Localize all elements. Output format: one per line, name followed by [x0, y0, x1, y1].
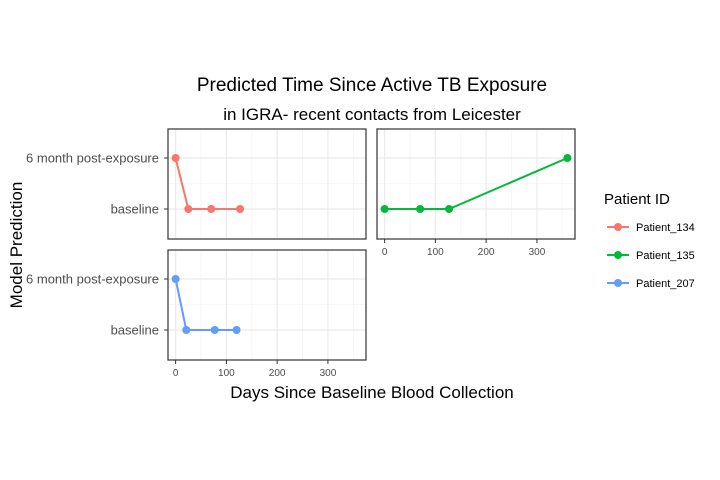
data-point-Patient_135 [445, 205, 454, 213]
panel-border [376, 128, 576, 240]
legend-key-point [614, 279, 622, 287]
legend-title: Patient ID [604, 191, 670, 208]
x-axis-title: Days Since Baseline Blood Collection [230, 383, 514, 402]
y-tick-label: 6 month post-exposure [26, 272, 159, 287]
facet-panel-Patient_134: 6 month post-exposure baseline [26, 128, 367, 240]
data-point-Patient_135 [416, 205, 425, 213]
series-line-Patient_134 [174, 157, 241, 210]
chart-title: Predicted Time Since Active TB Exposure [197, 75, 547, 96]
series-line-Patient_135 [384, 157, 568, 210]
data-point-Patient_207 [182, 326, 191, 334]
x-tick-label: 300 [320, 368, 337, 379]
y-axis-title: Model Prediction [7, 182, 26, 309]
legend-label: Patient_207 [636, 278, 695, 290]
x-tick-label: 100 [427, 247, 444, 258]
data-point-Patient_134 [184, 205, 193, 213]
x-tick-label: 200 [269, 368, 286, 379]
data-point-Patient_134 [171, 154, 180, 162]
panel-border [167, 249, 367, 361]
x-tick-label: 0 [382, 247, 388, 258]
panel-border [167, 128, 367, 240]
y-tick-label: baseline [111, 323, 159, 338]
x-tick-label: 0 [173, 368, 179, 379]
facet-panel-Patient_207: 6 month post-exposure baseline 0 100 200 300 [26, 249, 367, 379]
y-tick-label: 6 month post-exposure [26, 151, 159, 166]
data-point-Patient_135 [380, 205, 389, 213]
data-point-Patient_134 [236, 205, 245, 213]
legend-key-point [614, 223, 622, 231]
data-point-Patient_207 [210, 326, 219, 334]
data-point-Patient_207 [171, 275, 180, 283]
x-tick-label: 200 [478, 247, 495, 258]
data-point-Patient_207 [232, 326, 241, 334]
legend: Patient ID Patient_134 Patient_135 Patient… [604, 191, 695, 290]
chart-subtitle: in IGRA- recent contacts from Leicester [223, 105, 521, 124]
legend-entry-Patient_135: Patient_135 [607, 250, 695, 262]
legend-entry-Patient_134: Patient_134 [607, 222, 695, 234]
data-point-Patient_134 [207, 205, 216, 213]
x-tick-label: 100 [218, 368, 235, 379]
legend-key-point [614, 251, 622, 259]
x-tick-label: 300 [529, 247, 546, 258]
legend-label: Patient_134 [636, 222, 695, 234]
y-tick-label: baseline [111, 202, 159, 217]
facet-panel-Patient_135: 0 100 200 300 [376, 128, 576, 258]
legend-entry-Patient_207: Patient_207 [607, 278, 695, 290]
series-line-Patient_207 [174, 278, 237, 331]
legend-label: Patient_135 [636, 250, 695, 262]
data-point-Patient_135 [563, 154, 572, 162]
